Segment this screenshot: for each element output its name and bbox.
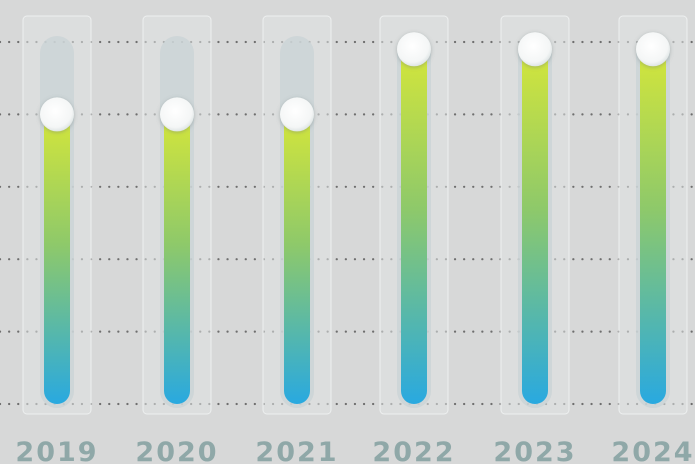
bar-2021 (284, 114, 310, 405)
bar-group-2023 (500, 15, 570, 415)
bar-knob (40, 97, 74, 132)
x-tick-label: 2019 (15, 437, 98, 464)
bar-group-2022 (379, 15, 449, 415)
bar-group-2020 (142, 15, 212, 415)
bar-2020 (164, 114, 190, 405)
x-tick-label: 2023 (493, 437, 576, 464)
bar-group-2021 (262, 15, 332, 415)
bar-group-2024 (618, 15, 688, 415)
bar-knob (518, 32, 552, 67)
grid-lines (0, 40, 695, 406)
x-tick-label: 2020 (135, 437, 218, 464)
bar-group-2019 (22, 15, 92, 415)
bar-2023 (522, 49, 548, 405)
bars (22, 15, 688, 415)
bar-knob (280, 97, 314, 132)
bar-2024 (640, 49, 666, 405)
bar-2019 (44, 114, 70, 405)
bar-knob (636, 32, 670, 67)
bar-knob (160, 97, 194, 132)
x-tick-label: 2024 (611, 437, 694, 464)
x-axis-labels: 2019 2020 2021 2022 2023 2024 (15, 437, 694, 464)
x-tick-label: 2022 (372, 437, 455, 464)
bar-2022 (401, 49, 427, 405)
x-tick-label: 2021 (255, 437, 338, 464)
bar-knob (397, 32, 431, 67)
